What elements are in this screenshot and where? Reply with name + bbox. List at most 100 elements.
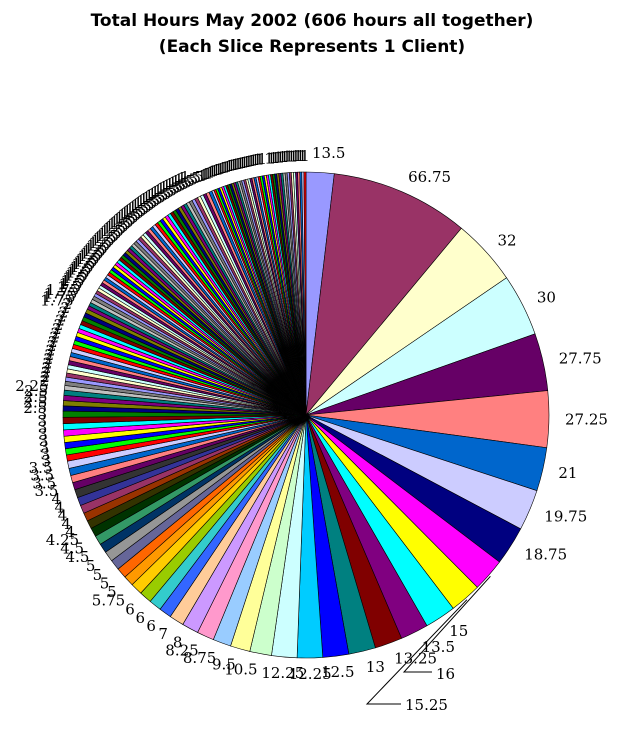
data-label: 1.5: [159, 178, 183, 196]
data-label: 3.5: [30, 467, 54, 485]
data-label: 8.75: [183, 649, 216, 667]
data-label: 1.5: [100, 222, 124, 240]
data-label: 2.5: [23, 399, 47, 417]
data-label: 1.5: [147, 185, 171, 203]
data-label: 1: [216, 160, 226, 178]
data-label: 1: [242, 153, 252, 171]
data-label: 1.75: [40, 291, 73, 309]
data-label: 2: [48, 333, 58, 351]
data-label: 2: [44, 350, 54, 368]
data-label: 1: [273, 149, 283, 167]
data-label: 2: [43, 355, 53, 373]
data-label: 16: [436, 665, 455, 683]
data-label: 1: [201, 165, 211, 183]
data-label: 1.5: [142, 188, 166, 206]
data-label: 1.5: [123, 202, 147, 220]
leader-lines: [365, 575, 491, 705]
data-label: 1: [203, 164, 213, 182]
data-label: 1.5: [66, 264, 90, 282]
data-label: 2: [60, 299, 70, 317]
data-label: 3: [38, 419, 48, 437]
data-label: 1: [199, 166, 209, 184]
data-label: 1: [240, 153, 250, 171]
data-label: 4: [65, 523, 75, 541]
data-label: 3.5: [32, 474, 56, 492]
data-label: 1.5: [88, 234, 112, 252]
data-label: 6: [125, 600, 135, 618]
data-label: 1: [208, 163, 218, 181]
data-label: 2: [49, 329, 59, 347]
data-label: 6: [136, 609, 146, 627]
data-label: 5: [100, 575, 110, 593]
data-label: 13.25: [394, 650, 437, 668]
data-label: 2: [51, 324, 61, 342]
data-label: 1: [282, 148, 292, 166]
data-label: 1: [253, 151, 263, 169]
data-label: 1.5: [177, 169, 201, 187]
data-label: 1: [225, 157, 235, 175]
data-label: 2: [62, 295, 72, 313]
data-label: 9.5: [212, 655, 236, 673]
data-label: 2.5: [23, 393, 47, 411]
data-label: 1: [218, 159, 228, 177]
data-label: 6: [146, 617, 156, 635]
data-label: 1.5: [70, 258, 94, 276]
data-label: 1.5: [128, 198, 152, 216]
data-label: 21: [558, 464, 577, 482]
data-label: 30: [537, 289, 556, 307]
data-label: 1.5: [125, 200, 149, 218]
data-label: 1: [267, 149, 277, 167]
data-label: 1.5: [117, 206, 141, 224]
data-label: 2: [41, 363, 51, 381]
data-label: 1: [197, 167, 207, 185]
data-labels: 13.566.75323027.7527.252119.7518.751615.…: [15, 144, 608, 714]
data-label: 1: [251, 151, 261, 169]
data-label: 2: [52, 320, 62, 338]
data-label: 1.5: [120, 204, 144, 222]
data-label: 1.5: [64, 266, 88, 284]
leader-line: [365, 599, 468, 705]
data-label: 3: [40, 445, 50, 463]
data-label: 1: [280, 148, 290, 166]
data-label: 10.5: [224, 660, 257, 678]
data-label: 1.5: [74, 253, 98, 271]
data-label: 1: [289, 147, 299, 165]
data-label: 1: [284, 148, 294, 166]
data-label: 1.5: [139, 190, 163, 208]
data-label: 1: [210, 162, 220, 180]
chart-subtitle: (Each Slice Represents 1 Client): [158, 37, 466, 57]
data-label: 1: [264, 150, 274, 168]
data-label: 1.5: [150, 183, 174, 201]
data-label: 5.75: [92, 591, 125, 609]
data-label: 1.5: [156, 180, 180, 198]
data-label: 1: [271, 149, 281, 167]
data-label: 2: [40, 368, 50, 386]
data-label: 13: [366, 658, 385, 676]
data-label: 1.5: [136, 192, 160, 210]
data-label: 1.5: [162, 177, 186, 195]
data-label: 5: [86, 557, 96, 575]
data-label: 7: [158, 625, 168, 643]
data-label: 4.25: [46, 531, 79, 549]
data-label: 1.5: [93, 229, 117, 247]
data-label: 1: [287, 147, 297, 165]
data-label: 4: [54, 498, 64, 516]
data-label: 2: [46, 341, 56, 359]
data-label: 1.75: [46, 281, 79, 299]
data-label: 1.5: [84, 239, 108, 257]
data-label: 3.5: [29, 459, 53, 477]
data-label: 1: [276, 148, 286, 166]
data-label: 1.5: [115, 208, 139, 226]
data-label: 3: [38, 425, 48, 443]
leader-line: [402, 575, 491, 673]
data-label: 1.5: [95, 227, 119, 245]
data-label: 4.5: [66, 548, 90, 566]
data-label: 4: [51, 490, 61, 508]
data-label: 1.5: [171, 172, 195, 190]
data-label: 3: [39, 432, 49, 450]
data-label: 1: [296, 147, 306, 165]
data-label: 12.5: [321, 663, 354, 681]
data-label: 4: [61, 515, 71, 533]
data-label: 2: [47, 337, 57, 355]
